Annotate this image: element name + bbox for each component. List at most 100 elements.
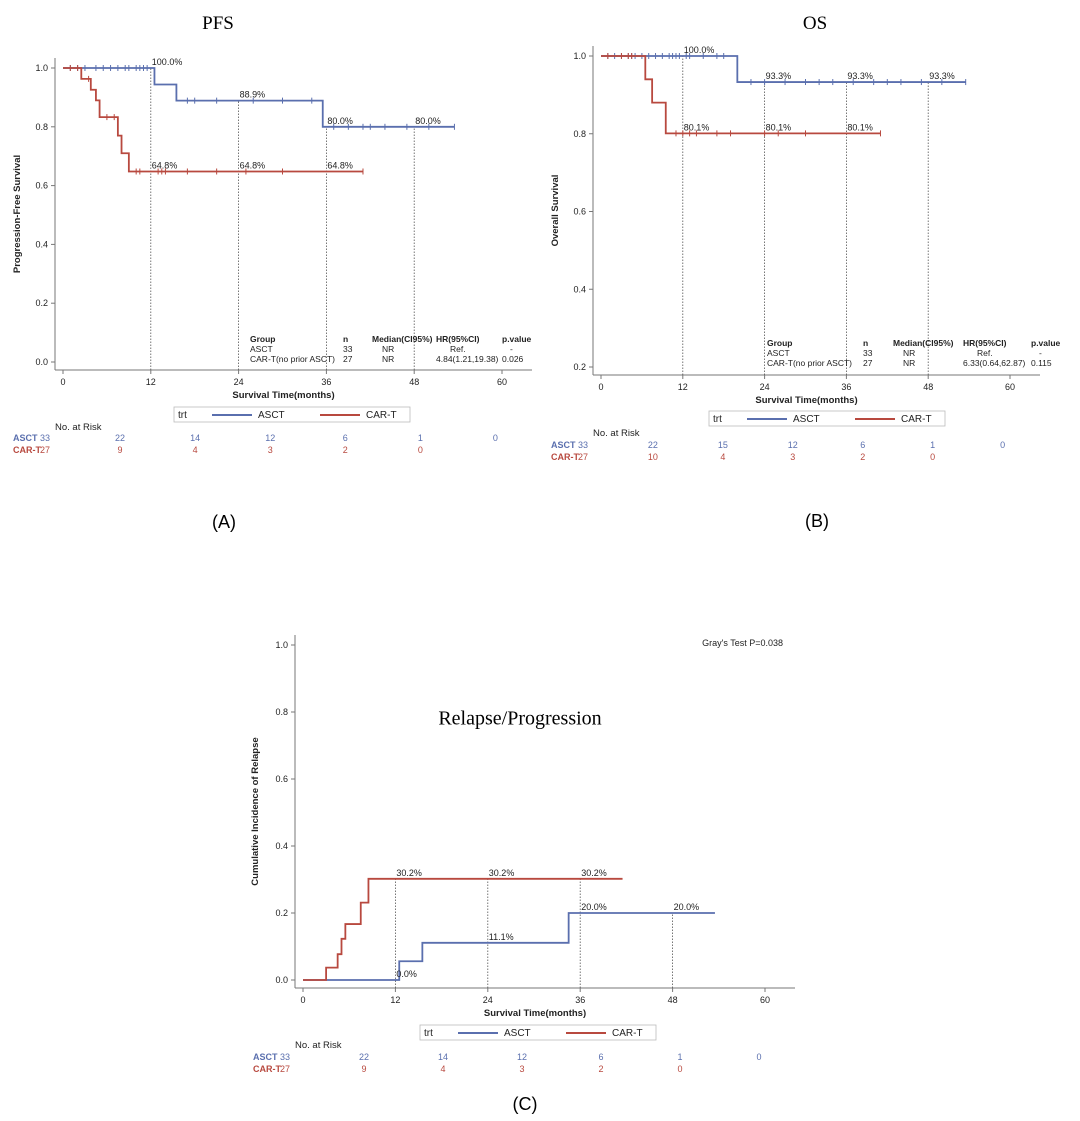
y-tick-label: 0.8 (35, 122, 48, 132)
x-tick-label: 24 (234, 377, 244, 387)
table-cell: 27 (343, 354, 353, 364)
legend-entry: CAR-T (366, 410, 397, 421)
legend: trt ASCT CAR-T (173, 406, 411, 423)
risk-value: 2 (599, 1064, 604, 1074)
x-tick-label: 48 (409, 377, 419, 387)
risk-row-label: CAR-T (13, 445, 41, 455)
table-header: p.value (1031, 338, 1061, 348)
x-tick-label: 12 (146, 377, 156, 387)
landmark-label: 30.2% (581, 868, 607, 878)
legend: trt ASCT CAR-T (419, 1024, 657, 1041)
legend-title: trt (713, 414, 722, 425)
table-header: p.value (502, 334, 532, 344)
landmark-label: 0.0% (396, 969, 417, 979)
landmark-label: 100.0% (684, 45, 715, 55)
y-tick-label: 0.0 (35, 357, 48, 367)
landmark-label: 30.2% (489, 868, 515, 878)
landmark-label: 64.8% (240, 160, 266, 170)
annotation-text: Gray's Test P=0.038 (702, 638, 783, 648)
table-cell: CAR-T(no prior ASCT) (250, 354, 335, 364)
series-line-asct (303, 912, 715, 981)
landmark-label: 93.3% (847, 71, 873, 81)
x-axis-label: Survival Time(months) (484, 1008, 586, 1019)
table-cell: ASCT (250, 344, 273, 354)
risk-value: 33 (578, 440, 588, 450)
table-cell: NR (903, 348, 915, 358)
table-cell: Ref. (977, 348, 993, 358)
risk-value: 10 (648, 452, 658, 462)
x-tick-label: 0 (598, 382, 603, 392)
y-tick-label: 0.4 (275, 841, 288, 851)
risk-row-label: CAR-T (551, 452, 579, 462)
risk-row-label: CAR-T (253, 1064, 281, 1074)
x-tick-label: 60 (497, 377, 507, 387)
y-tick-label: 1.0 (573, 51, 586, 61)
legend-entry: CAR-T (901, 414, 932, 425)
table-cell: 33 (863, 348, 873, 358)
x-tick-label: 0 (60, 377, 65, 387)
y-axis-label: Overall Survival (550, 175, 561, 247)
y-tick-label: 0.2 (35, 298, 48, 308)
landmark-label: 20.0% (674, 902, 700, 912)
legend-box (708, 410, 946, 427)
series-line-asct (63, 67, 455, 128)
x-tick-label: 24 (483, 995, 493, 1005)
y-axis-label: Progression-Free Survival (12, 155, 23, 273)
panel-caption: (C) (513, 1094, 538, 1114)
x-axis-label: Survival Time(months) (232, 390, 334, 401)
x-axis-label: Survival Time(months) (755, 395, 857, 406)
risk-value: 0 (757, 1052, 762, 1062)
panel-caption: (B) (805, 511, 829, 531)
risk-value: 1 (678, 1052, 683, 1062)
table-header: n (863, 338, 868, 348)
landmark-label: 11.1% (489, 932, 514, 942)
table-cell: 27 (863, 358, 873, 368)
risk-row-label: ASCT (13, 433, 38, 443)
y-tick-label: 0.8 (275, 707, 288, 717)
risk-value: 3 (268, 445, 273, 455)
risk-value: 14 (190, 433, 200, 443)
risk-table: No. at Risk ASCT 33 22 14 12 6 1 0 CAR-T27 9 4 3 2 0 (13, 422, 498, 455)
stats-table: Group n Median(CI95%) HR(95%CI) p.value ASCT 3… (767, 338, 1061, 368)
x-tick-label: 48 (923, 382, 933, 392)
landmark-label: 80.1% (766, 122, 792, 132)
risk-value: 0 (930, 452, 935, 462)
risk-value: 0 (1000, 440, 1005, 450)
x-tick-label: 24 (760, 382, 770, 392)
risk-value: 9 (361, 1064, 366, 1074)
chart-title: Relapse/Progression (438, 708, 601, 730)
risk-value: 27 (578, 452, 588, 462)
risk-value: 12 (788, 440, 798, 450)
landmark-label: 20.0% (581, 902, 607, 912)
x-tick-label: 36 (841, 382, 851, 392)
x-tick-label: 36 (575, 995, 585, 1005)
risk-value: 3 (519, 1064, 524, 1074)
y-tick-label: 0.2 (275, 908, 288, 918)
x-tick-label: 12 (678, 382, 688, 392)
risk-value: 14 (438, 1052, 448, 1062)
landmark-label: 30.2% (396, 868, 422, 878)
risk-row-label: ASCT (253, 1052, 278, 1062)
table-cell: Ref. (450, 344, 466, 354)
risk-value: 15 (718, 440, 728, 450)
risk-value: 33 (280, 1052, 290, 1062)
risk-value: 4 (193, 445, 198, 455)
table-cell: - (510, 344, 513, 354)
table-header: HR(95%CI) (963, 338, 1007, 348)
legend-box (419, 1024, 657, 1041)
x-tick-label: 48 (668, 995, 678, 1005)
risk-row-label: ASCT (551, 440, 576, 450)
table-cell: 6.33(0.64,62.87) (963, 358, 1026, 368)
x-tick-label: 12 (390, 995, 400, 1005)
risk-value: 22 (115, 433, 125, 443)
table-header: Median(CI95%) (372, 334, 433, 344)
x-tick-label: 36 (321, 377, 331, 387)
legend-entry: ASCT (504, 1028, 531, 1039)
landmark-label: 64.8% (327, 160, 353, 170)
landmark-label: 80.1% (684, 122, 710, 132)
landmark-label: 64.8% (152, 160, 178, 170)
